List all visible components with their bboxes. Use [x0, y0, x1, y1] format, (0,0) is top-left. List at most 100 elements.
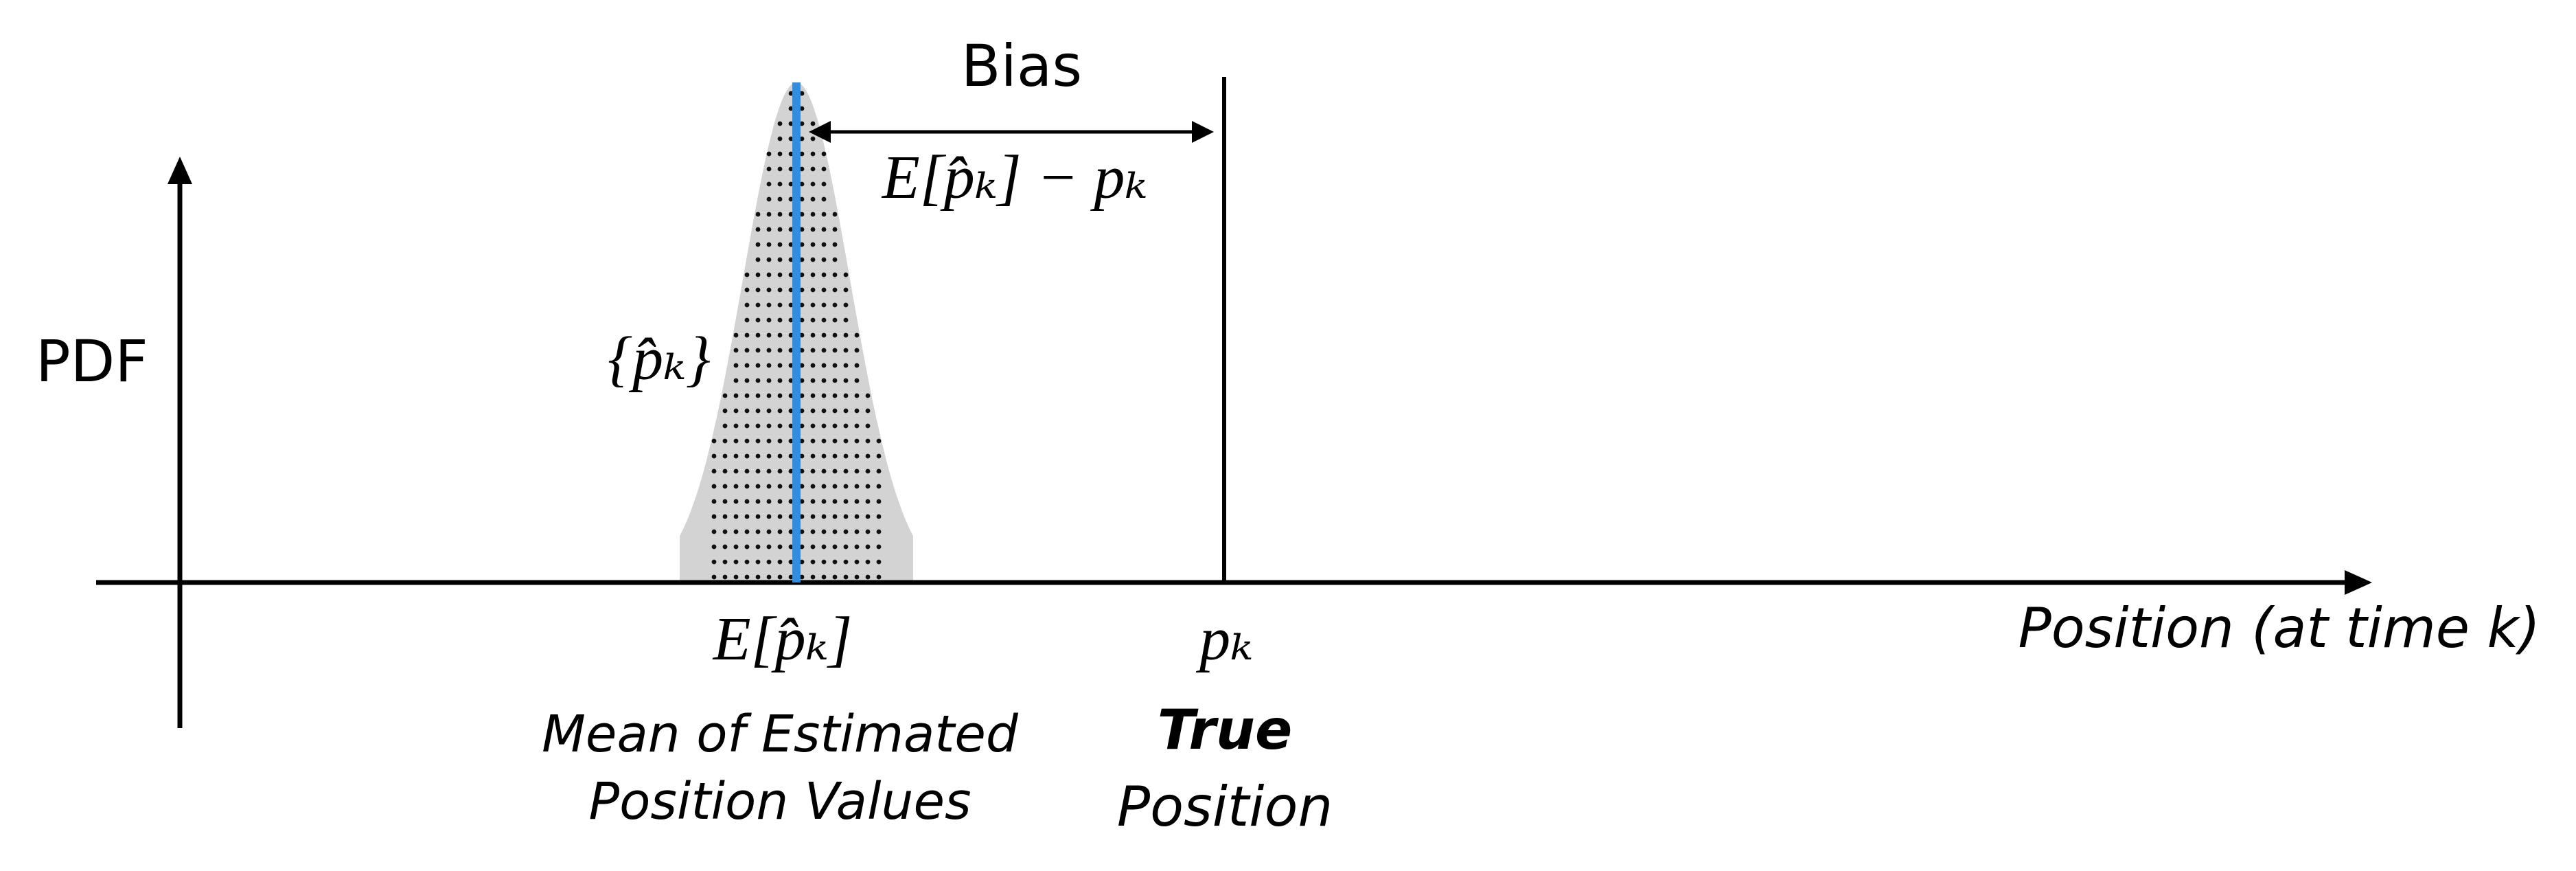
estimate-dot [832, 438, 838, 444]
true-symbol: pₖ [1195, 605, 1253, 673]
estimate-dot [744, 408, 750, 414]
estimate-dot [821, 423, 827, 429]
estimate-dot [755, 363, 761, 368]
estimate-dot [777, 348, 783, 353]
estimate-dot [821, 181, 827, 187]
estimate-dot [722, 484, 728, 489]
estimate-dot [766, 196, 772, 202]
estimate-dot [810, 151, 816, 157]
estimate-dot [854, 574, 860, 580]
estimate-dot [777, 574, 783, 580]
estimate-dot [799, 257, 805, 262]
estimate-dot [788, 484, 794, 489]
estimate-dot [832, 227, 838, 232]
estimate-dot [832, 332, 838, 338]
estimate-dot [744, 272, 750, 278]
estimate-dot [810, 136, 816, 142]
estimate-dot [865, 544, 871, 550]
estimate-dot [799, 181, 805, 187]
estimate-dot [744, 499, 750, 504]
estimate-dot [810, 468, 816, 474]
estimate-dot [766, 181, 772, 187]
estimate-dot [788, 257, 794, 262]
estimate-dot [821, 287, 827, 293]
estimate-dot [821, 438, 827, 444]
estimate-dot [755, 468, 761, 474]
estimate-dot [810, 257, 816, 262]
estimate-dot [799, 468, 805, 474]
estimate-dot [865, 514, 871, 519]
estimate-dot [788, 242, 794, 247]
estimate-dot [799, 559, 805, 565]
estimate-dot [799, 484, 805, 489]
estimate-dot [854, 393, 860, 398]
estimate-dot [722, 423, 728, 429]
x-axis-arrowhead [2345, 570, 2372, 595]
estimate-dot [865, 468, 871, 474]
estimate-dot [755, 514, 761, 519]
estimate-dot [733, 468, 739, 474]
estimate-dot [865, 408, 871, 414]
estimate-dot [733, 348, 739, 353]
estimate-dot [788, 332, 794, 338]
estimate-dot [711, 438, 717, 444]
estimate-dot [766, 378, 772, 383]
estimate-dot [755, 499, 761, 504]
estimate-dot [744, 529, 750, 534]
estimate-dot [788, 106, 794, 111]
estimate-dot [788, 287, 794, 293]
estimate-dot [788, 212, 794, 217]
estimate-dot [799, 453, 805, 459]
estimate-dot [810, 272, 816, 278]
estimate-dot [744, 559, 750, 565]
estimate-dot [843, 468, 849, 474]
estimate-dot [821, 378, 827, 383]
estimate-dot [711, 529, 717, 534]
estimate-dot [876, 544, 882, 550]
estimate-dot [777, 484, 783, 489]
estimate-dot [711, 514, 717, 519]
estimate-dot [821, 242, 827, 247]
estimate-dot [788, 181, 794, 187]
estimate-dot [733, 438, 739, 444]
estimate-dot [777, 529, 783, 534]
bias-arrow-right-head [1192, 121, 1214, 143]
estimate-dot [799, 544, 805, 550]
estimate-dot [832, 348, 838, 353]
estimate-dot [821, 453, 827, 459]
estimate-dot [766, 559, 772, 565]
estimate-dot [821, 468, 827, 474]
estimate-dot [810, 408, 816, 414]
estimate-dot [766, 408, 772, 414]
estimate-dot [744, 332, 750, 338]
estimate-dot [810, 378, 816, 383]
estimate-dot [843, 302, 849, 308]
estimate-dot [711, 574, 717, 580]
true-caption-line1: True [1158, 698, 1292, 762]
estimate-dot [799, 212, 805, 217]
estimate-dot [766, 166, 772, 172]
estimate-dot [744, 393, 750, 398]
estimate-dot [810, 363, 816, 368]
estimate-dot [810, 499, 816, 504]
estimate-dot [777, 363, 783, 368]
estimate-dot [777, 559, 783, 565]
estimate-dot [810, 196, 816, 202]
estimate-dot [810, 166, 816, 172]
estimate-dot [722, 574, 728, 580]
estimate-dot [777, 242, 783, 247]
estimate-dot [777, 332, 783, 338]
y-axis-arrowhead [168, 157, 192, 184]
estimate-dot [788, 196, 794, 202]
estimate-dot [821, 302, 827, 308]
estimate-dot [810, 212, 816, 217]
estimate-dot [821, 151, 827, 157]
estimate-dot [755, 332, 761, 338]
estimate-dot [865, 574, 871, 580]
estimate-dot [799, 393, 805, 398]
estimate-dot [865, 453, 871, 459]
estimate-dot [766, 272, 772, 278]
estimate-dot [810, 423, 816, 429]
estimate-dot [799, 499, 805, 504]
